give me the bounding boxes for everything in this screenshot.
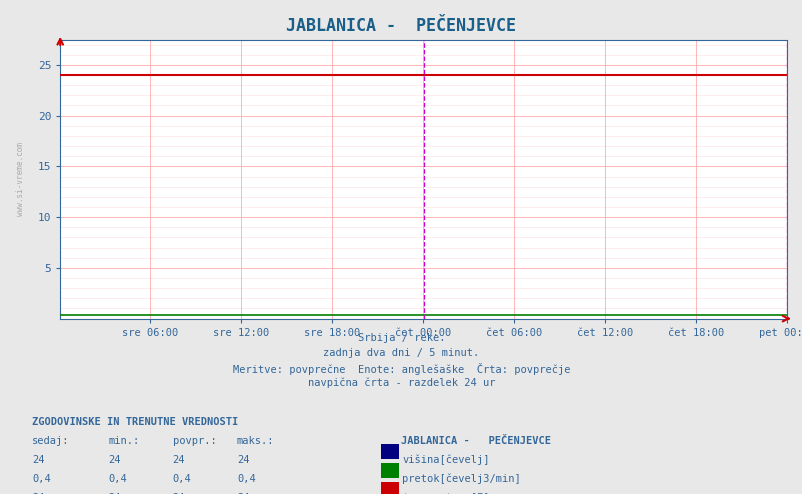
Text: višina[čevelj]: višina[čevelj] (402, 455, 489, 465)
Text: Srbija / reke.: Srbija / reke. (358, 333, 444, 343)
Text: 24: 24 (108, 455, 121, 465)
Text: navpična črta - razdelek 24 ur: navpična črta - razdelek 24 ur (307, 378, 495, 388)
Text: 24: 24 (108, 493, 121, 494)
Text: ZGODOVINSKE IN TRENUTNE VREDNOSTI: ZGODOVINSKE IN TRENUTNE VREDNOSTI (32, 417, 238, 427)
Text: 24: 24 (237, 455, 249, 465)
Text: sedaj:: sedaj: (32, 436, 70, 446)
Text: 0,4: 0,4 (32, 474, 51, 484)
Text: JABLANICA -  PEČENJEVCE: JABLANICA - PEČENJEVCE (286, 17, 516, 35)
Text: 0,4: 0,4 (237, 474, 255, 484)
Text: 24: 24 (237, 493, 249, 494)
Text: 24: 24 (172, 455, 185, 465)
Text: www.si-vreme.com: www.si-vreme.com (16, 142, 25, 216)
Text: 0,4: 0,4 (108, 474, 127, 484)
Text: 0,4: 0,4 (172, 474, 191, 484)
Text: 24: 24 (32, 455, 45, 465)
Text: pretok[čevelj3/min]: pretok[čevelj3/min] (402, 474, 520, 484)
Text: zadnja dva dni / 5 minut.: zadnja dva dni / 5 minut. (323, 348, 479, 358)
Text: JABLANICA -   PEČENJEVCE: JABLANICA - PEČENJEVCE (401, 436, 551, 446)
Text: Meritve: povprečne  Enote: anglešaške  Črta: povprečje: Meritve: povprečne Enote: anglešaške Črt… (233, 363, 569, 375)
Text: min.:: min.: (108, 436, 140, 446)
Text: povpr.:: povpr.: (172, 436, 216, 446)
Text: temperatura[F]: temperatura[F] (402, 493, 489, 494)
Text: maks.:: maks.: (237, 436, 274, 446)
Text: 24: 24 (172, 493, 185, 494)
Text: 24: 24 (32, 493, 45, 494)
